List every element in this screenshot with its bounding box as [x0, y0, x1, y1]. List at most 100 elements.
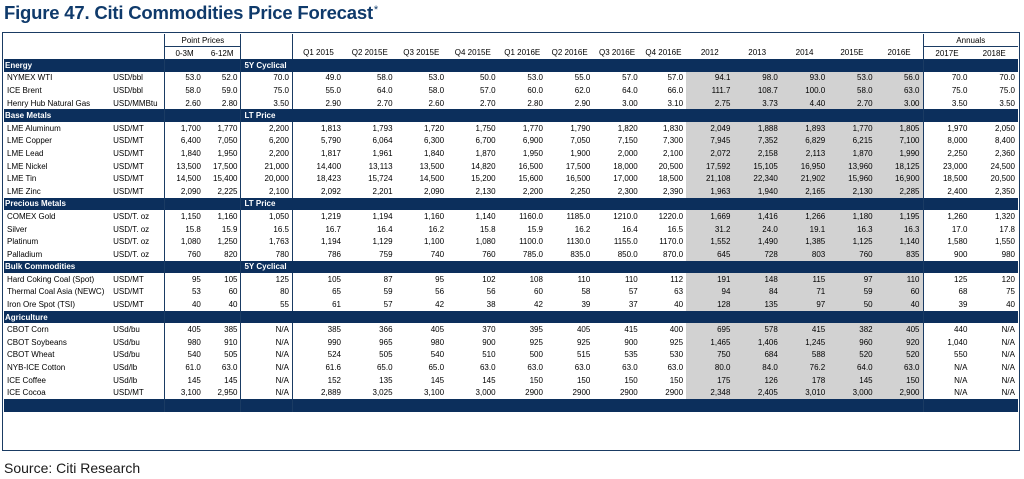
- value-cell: N/A: [1001, 337, 1015, 347]
- value-cell: 105: [292, 273, 345, 286]
- commodity-name: LME Lead: [7, 148, 44, 158]
- value-cell: 191: [686, 273, 734, 286]
- value-cell: 415: [624, 325, 638, 335]
- value-cell: 1,813: [292, 121, 345, 135]
- column-header: Q3 2015E: [403, 48, 440, 58]
- value-cell: 84.0: [733, 361, 781, 374]
- value-cell: 13,500: [164, 159, 204, 173]
- value-cell: 59.0: [221, 85, 238, 95]
- value-cell: 2.80: [221, 98, 238, 108]
- section-header-cell: [970, 109, 1018, 122]
- table-row: LME Nickel USD/MT 13,500 17,500 21,000 14,400…: [4, 159, 1018, 173]
- value-cell: 1,416: [733, 210, 781, 223]
- column-header: 2018E: [982, 48, 1006, 58]
- value-cell: 87: [383, 274, 393, 284]
- value-cell: 58: [581, 287, 591, 297]
- value-cell: 1,050: [240, 210, 293, 223]
- value-cell: 75.0: [922, 84, 971, 97]
- section-header-cell: [395, 109, 448, 122]
- value-cell: 19.1: [780, 222, 829, 236]
- header-spacer: [828, 34, 875, 47]
- section-header-cell: [164, 59, 204, 72]
- value-cell: 150: [624, 375, 638, 385]
- value-cell: 1,961: [372, 148, 393, 158]
- value-cell: 1,406: [733, 336, 781, 349]
- section-header-cell: [640, 197, 687, 211]
- value-cell: 1,140: [875, 235, 924, 248]
- section-header-cell: [733, 310, 781, 324]
- value-cell: 145: [224, 375, 238, 385]
- footer-cell: [780, 399, 829, 413]
- section-name: Precious Metals: [4, 197, 112, 211]
- value-cell: 58.0: [376, 73, 393, 83]
- column-header: Q1 2016E: [504, 48, 541, 58]
- value-cell: 49.0: [292, 71, 345, 85]
- value-cell: 2900: [572, 388, 591, 398]
- header-spacer: [593, 34, 640, 47]
- section-header-cell: [922, 310, 971, 324]
- value-cell: N/A: [922, 386, 971, 400]
- section-header-row: Agriculture: [4, 310, 1018, 324]
- value-cell: 17,592: [686, 159, 734, 173]
- value-cell: 75: [1006, 287, 1015, 297]
- value-cell: 2.70: [828, 96, 876, 110]
- value-cell: 63.0: [479, 363, 496, 373]
- value-cell: 510: [482, 350, 496, 360]
- commodity-name: LME Nickel: [7, 161, 48, 171]
- value-cell: 110: [624, 274, 638, 284]
- commodity-unit: USD/T. oz: [113, 237, 150, 247]
- value-cell: 2,250: [570, 186, 591, 196]
- value-cell: 59: [828, 285, 876, 299]
- value-cell: 900: [482, 337, 496, 347]
- value-cell: 980: [164, 336, 204, 349]
- value-cell: 60: [228, 287, 238, 297]
- value-cell: 1,840: [164, 147, 204, 160]
- table-row: LME Copper USD/MT 6,400 7,050 6,200 5,790 6,06…: [4, 134, 1018, 148]
- value-cell: 18,500: [658, 174, 684, 184]
- commodity-unit: USD/MT: [113, 161, 144, 171]
- value-cell: 440: [922, 323, 971, 337]
- value-cell: 60: [534, 287, 543, 297]
- header-spacer: [641, 34, 686, 47]
- section-header-cell: [780, 310, 829, 324]
- section-header-cell: [164, 260, 204, 274]
- value-cell: 695: [686, 323, 734, 337]
- value-cell: 2,350: [994, 186, 1015, 196]
- commodity-name: Palladium: [7, 249, 43, 259]
- value-cell: 18,500: [922, 172, 971, 185]
- value-cell: 7,050: [570, 136, 591, 146]
- header-spacer: [781, 34, 828, 47]
- value-cell: 2,200: [522, 186, 543, 196]
- footer-cell: [875, 399, 924, 413]
- footer-cell: [164, 399, 204, 413]
- value-cell: 1,195: [875, 210, 924, 223]
- value-cell: 1,100: [424, 237, 445, 247]
- value-cell: 62.0: [574, 85, 591, 95]
- column-header: 2015E: [840, 48, 864, 58]
- value-cell: 550: [922, 348, 971, 362]
- value-cell: 55.0: [292, 84, 345, 97]
- commodity-name: CBOT Wheat: [7, 350, 55, 360]
- value-cell: 63.0: [875, 84, 924, 97]
- footer-cell: [922, 399, 971, 413]
- column-header: Q1 2015: [292, 46, 345, 59]
- value-cell: 24,500: [990, 161, 1015, 171]
- table-footer-row: [4, 399, 1018, 413]
- section-reference-label: LT Price: [240, 109, 345, 122]
- value-cell: 2,201: [372, 186, 393, 196]
- section-header-cell: [203, 310, 241, 324]
- value-cell: 21,108: [686, 172, 734, 185]
- value-cell: 63.0: [875, 361, 924, 374]
- header-spacer: [499, 34, 546, 47]
- value-cell: 56: [435, 287, 445, 297]
- value-cell: N/A: [240, 386, 293, 400]
- table-row: ICE Cocoa USD/MT 3,100 2,950 N/A 2,889 3,025 3,…: [4, 386, 1018, 400]
- value-cell: 1,465: [686, 336, 734, 349]
- value-cell: 1,320: [994, 211, 1015, 221]
- value-cell: 110: [875, 273, 924, 286]
- value-cell: 2,400: [922, 184, 971, 198]
- value-cell: 1,790: [570, 123, 591, 133]
- value-cell: 780: [240, 247, 293, 261]
- commodity-name: CBOT Corn: [7, 325, 49, 335]
- section-header-cell: [640, 310, 687, 324]
